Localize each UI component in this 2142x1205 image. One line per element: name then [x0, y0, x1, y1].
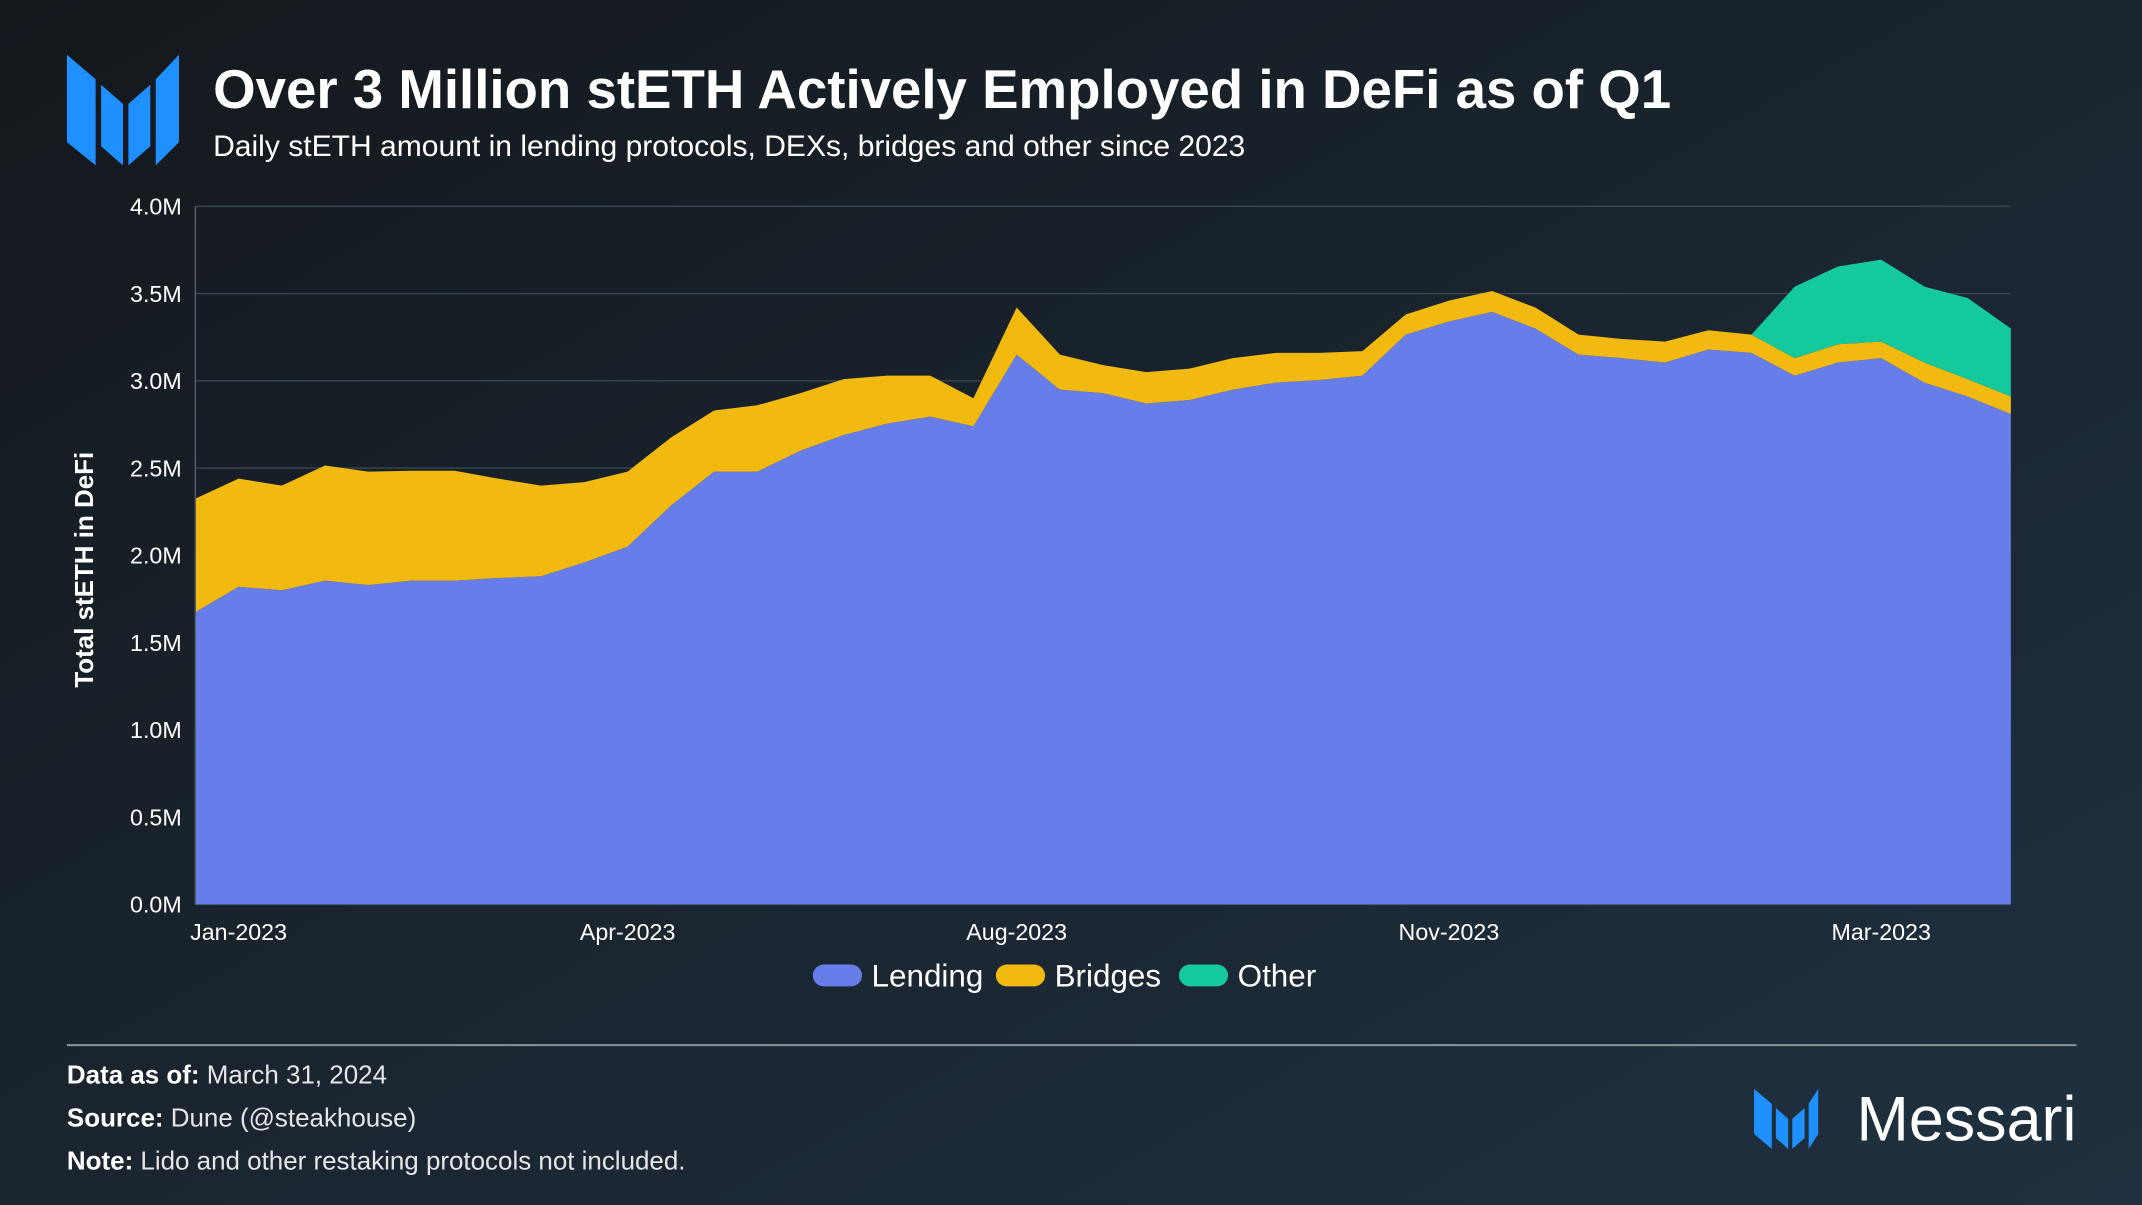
x-tick-label: Jan-2023	[190, 919, 287, 945]
legend-swatch	[812, 964, 862, 987]
footer-note-label: Source:	[67, 1104, 164, 1132]
y-tick-label: 2.5M	[130, 455, 182, 481]
footer-note: Note: Lido and other restaking protocols…	[67, 1147, 686, 1175]
footer-note-text: March 31, 2024	[207, 1061, 387, 1089]
footer-note-text: Lido and other restaking protocols not i…	[140, 1147, 685, 1175]
area	[195, 311, 2011, 905]
y-tick-label: 3.0M	[130, 368, 182, 394]
y-axis-label: Total stETH in DeFi	[71, 452, 99, 688]
x-tick-label: Nov-2023	[1399, 919, 1500, 945]
plot	[195, 205, 2011, 906]
x-tick-label: Apr-2023	[580, 919, 676, 945]
footer: Data as of: March 31, 2024 Source: Dune (…	[67, 1061, 686, 1175]
brand-logo	[1754, 1088, 1819, 1149]
area	[195, 290, 2011, 613]
y-tick-label: 1.0M	[130, 717, 182, 743]
legend: Lending Bridges Other	[812, 958, 1317, 993]
subtitle: Daily stETH amount in lending protocols,…	[213, 130, 1245, 163]
legend-swatch	[1178, 964, 1229, 987]
footer-note-label: Data as of:	[67, 1061, 200, 1089]
legend-label: Lending	[872, 958, 984, 993]
footer-note: Source: Dune (@steakhouse)	[67, 1104, 416, 1132]
area	[195, 259, 2011, 499]
y-tick-label: 2.0M	[130, 543, 182, 569]
y-tick-label: 3.5M	[130, 281, 182, 307]
x-tick-label: Mar-2023	[1831, 919, 1930, 945]
y-tick-label: 1.5M	[130, 630, 182, 656]
y-tick-label: 0.0M	[130, 892, 182, 918]
y-tick-label: 4.0M	[130, 194, 182, 220]
y-tick-label: 0.5M	[130, 804, 182, 830]
footer-note: Data as of: March 31, 2024	[67, 1061, 387, 1089]
brand-name: Messari	[1856, 1085, 2076, 1155]
logo	[66, 54, 179, 166]
footer-note-text: Dune (@steakhouse)	[171, 1104, 416, 1132]
legend-label: Bridges	[1055, 958, 1161, 993]
legend-swatch	[995, 964, 1046, 987]
x-tick-label: Aug-2023	[966, 919, 1067, 945]
legend-label: Other	[1238, 958, 1317, 993]
title: Over 3 Million stETH Actively Employed i…	[213, 59, 1671, 120]
footer-note-label: Note:	[67, 1147, 133, 1175]
